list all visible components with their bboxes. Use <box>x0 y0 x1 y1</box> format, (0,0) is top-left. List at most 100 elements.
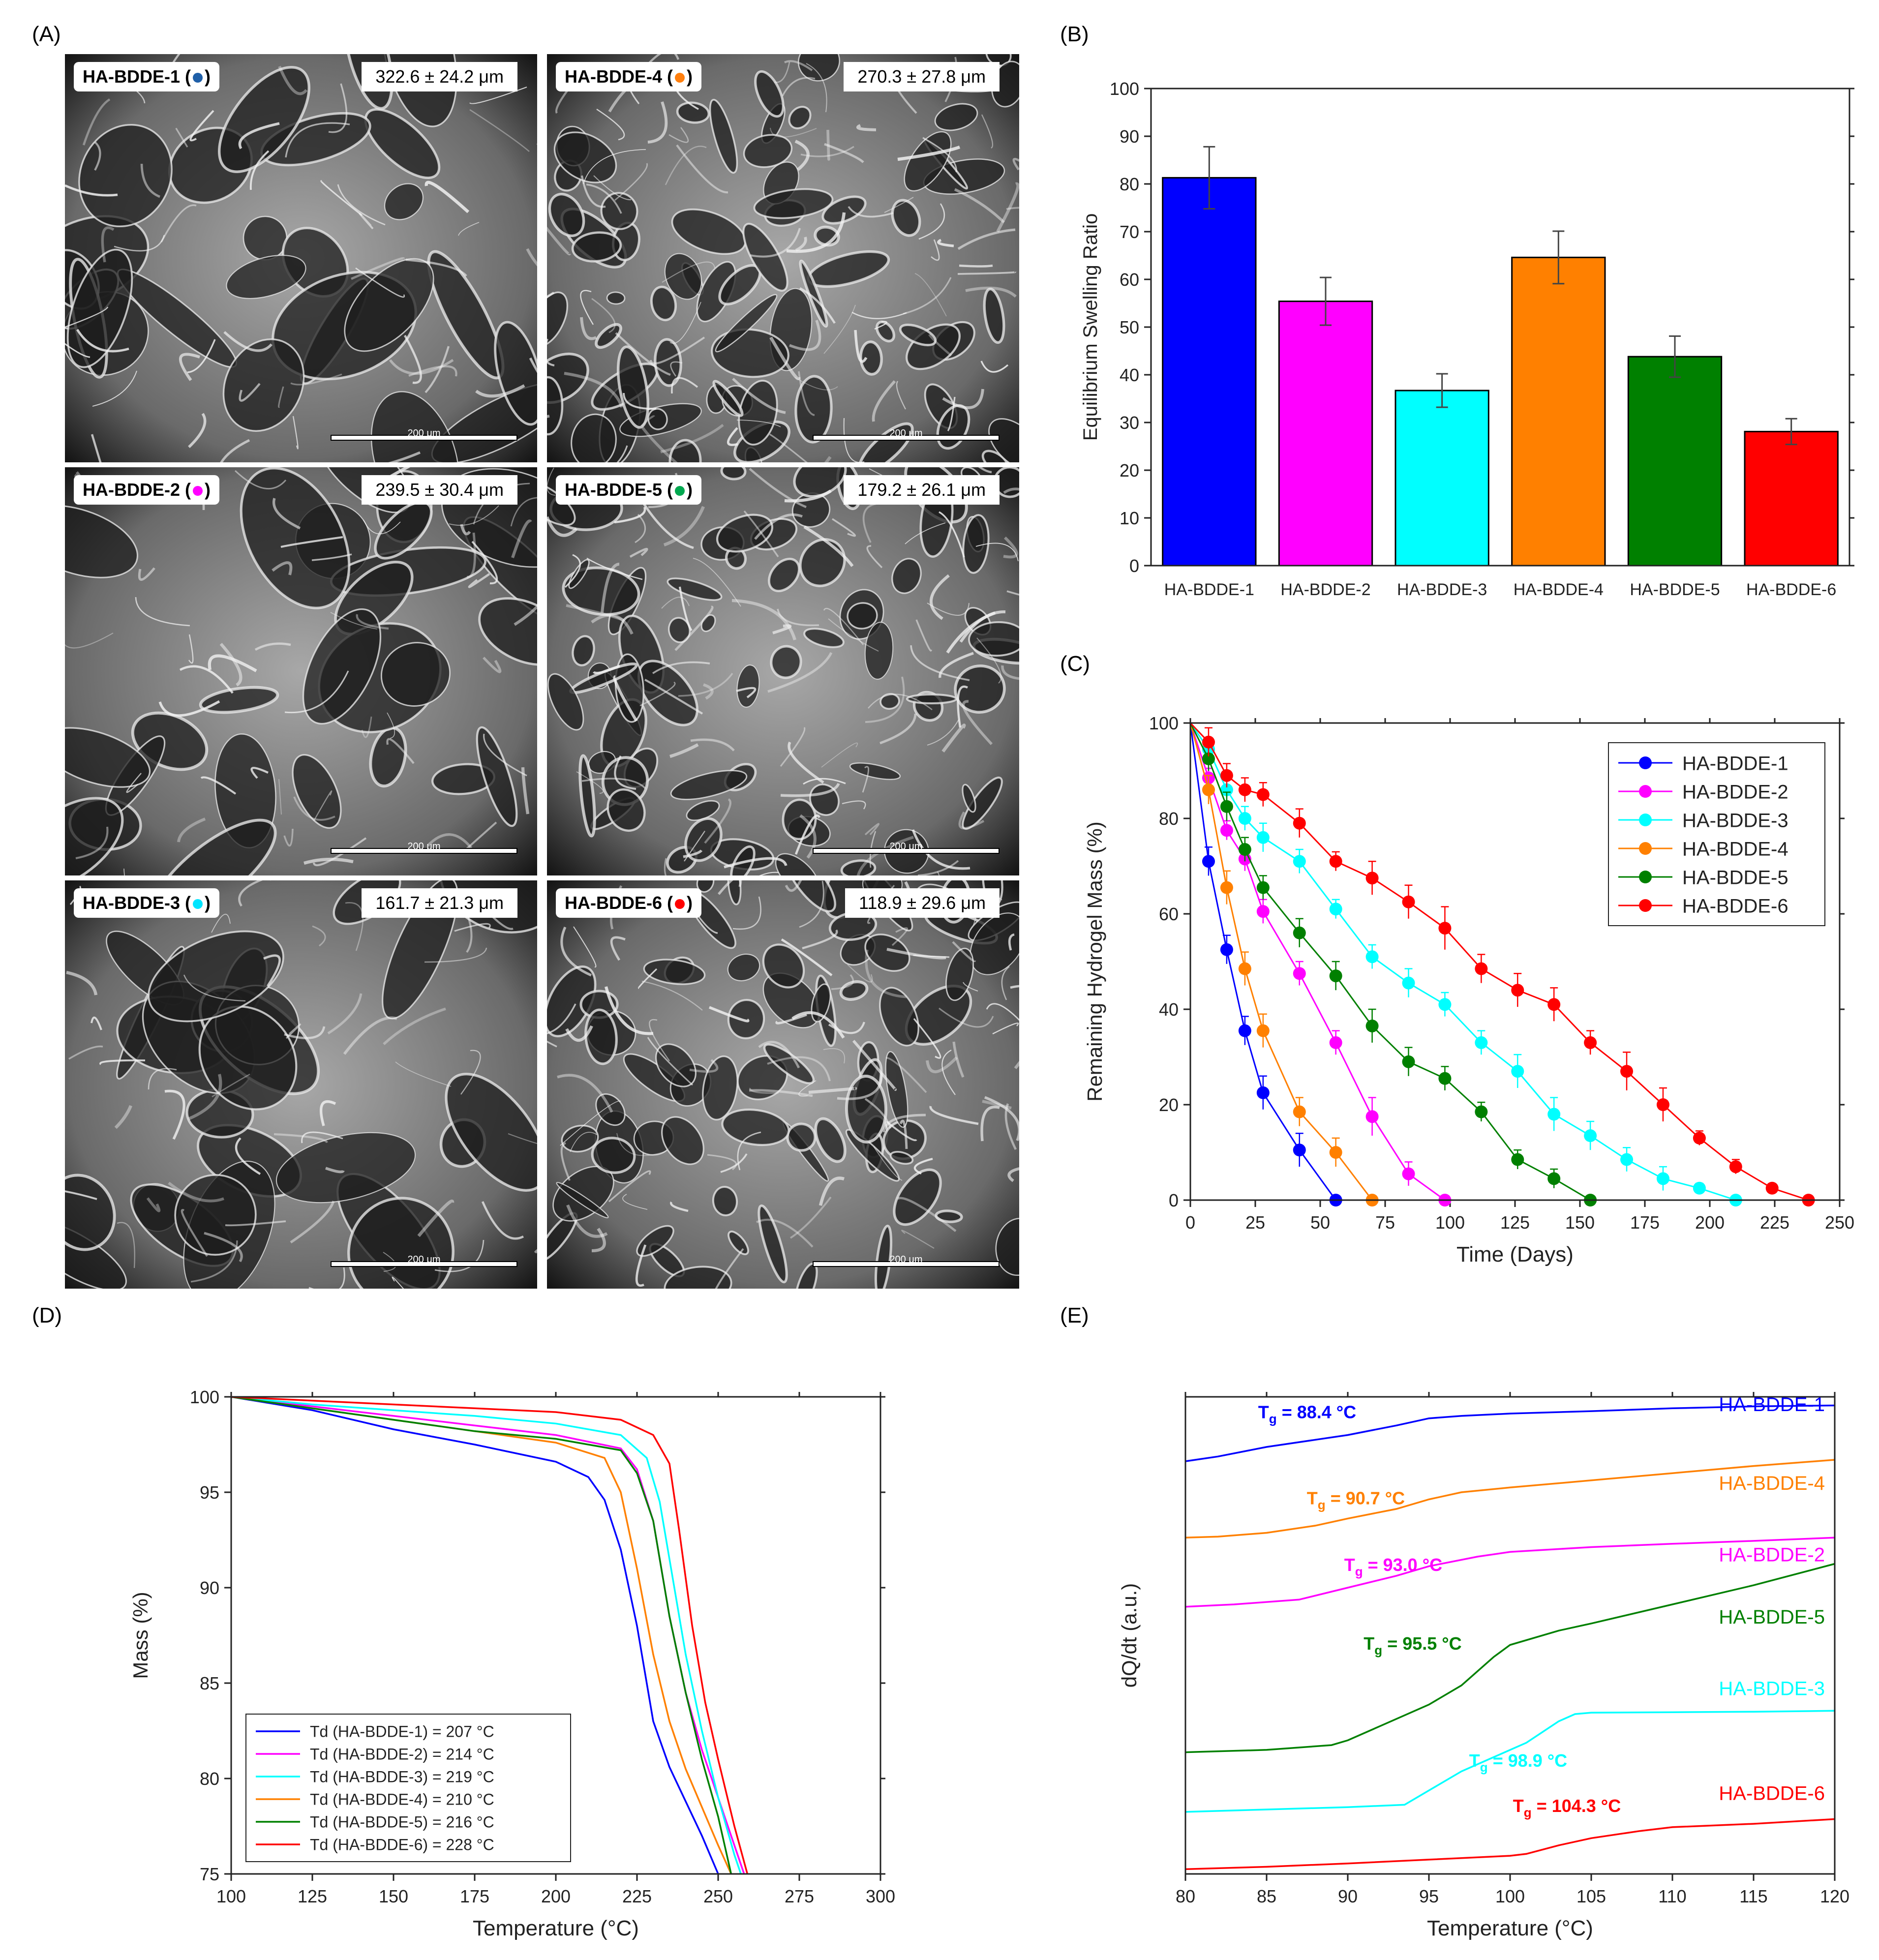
sample-label: HA-BDDE-5 () <box>556 475 701 505</box>
bar-ha-bdde-4 <box>1511 256 1606 567</box>
x-tick-label: 110 <box>1658 1886 1686 1906</box>
x-category-label: HA-BDDE-6 <box>1746 580 1836 599</box>
data-point <box>1238 783 1251 796</box>
y-tick-label: 70 <box>1120 222 1139 242</box>
data-point <box>1220 800 1233 813</box>
sample-color-dot-icon <box>193 73 203 83</box>
x-tick-label: 0 <box>1185 1212 1195 1233</box>
x-category-label: HA-BDDE-2 <box>1280 580 1370 599</box>
x-axis-label: Temperature (°C) <box>473 1916 639 1940</box>
data-point <box>1365 1019 1379 1032</box>
x-tick-label: 200 <box>1695 1212 1725 1233</box>
scale-bar-text: 200 μm <box>407 841 441 852</box>
sample-label-close: ) <box>205 66 211 87</box>
legend-marker <box>1639 785 1652 798</box>
pore-size-value: 239.5 ± 30.4 μm <box>362 475 517 505</box>
sample-label-close: ) <box>205 480 211 500</box>
sem-tile: HA-BDDE-2 () 239.5 ± 30.4 μm 200 μm <box>65 467 537 875</box>
y-axis-label: Mass (%) <box>129 1592 152 1679</box>
sample-label-text: HA-BDDE-6 ( <box>565 893 673 913</box>
y-tick-label: 100 <box>1110 79 1139 99</box>
data-point <box>1475 1105 1488 1118</box>
y-axis-label: dQ/dt (a.u.) <box>1118 1583 1141 1688</box>
sample-label: HA-BDDE-6 () <box>556 888 701 918</box>
sample-color-dot-icon <box>675 486 685 496</box>
bar-ha-bdde-5 <box>1627 356 1723 567</box>
data-point <box>1293 1144 1306 1157</box>
data-point <box>1238 812 1251 825</box>
sem-texture <box>547 467 1019 875</box>
x-tick-label: 150 <box>1565 1212 1595 1233</box>
y-tick-label: 90 <box>200 1578 219 1598</box>
dsc-curve <box>1185 1563 1835 1753</box>
x-tick-label: 80 <box>1176 1886 1195 1906</box>
x-tick-label: 25 <box>1245 1212 1265 1233</box>
data-point <box>1220 769 1233 782</box>
data-point <box>1511 984 1524 997</box>
x-tick-label: 90 <box>1338 1886 1358 1906</box>
legend-label: HA-BDDE-1 <box>1682 753 1788 774</box>
scale-bar-text: 200 μm <box>407 428 441 439</box>
sample-label-close: ) <box>687 893 693 913</box>
x-tick-label: 175 <box>1630 1212 1660 1233</box>
bar-ha-bdde-2 <box>1278 301 1373 567</box>
y-tick-label: 50 <box>1120 317 1139 337</box>
data-point <box>1729 1160 1742 1174</box>
tg-annotation: Tg = 88.4 °C <box>1258 1402 1356 1426</box>
tg-annotation: Tg = 90.7 °C <box>1307 1488 1405 1512</box>
y-tick-label: 40 <box>1159 999 1179 1020</box>
curve-label: HA-BDDE-3 <box>1719 1678 1825 1699</box>
data-point <box>1202 735 1215 749</box>
data-point <box>1438 922 1452 935</box>
dsc-heat-flow-chart: 80 85 90 95 100 105 110 115 120 Tg = 88.4 °C HA-BD… <box>1118 1392 1849 1940</box>
x-axis-label: Time (Days) <box>1456 1242 1574 1266</box>
tg-annotation: Tg = 95.5 °C <box>1364 1633 1461 1658</box>
x-tick-label: 225 <box>1760 1212 1789 1233</box>
curve-label: HA-BDDE-6 <box>1719 1783 1825 1805</box>
sem-tile: HA-BDDE-1 () 322.6 ± 24.2 μm 200 μm <box>65 54 537 462</box>
data-point <box>1547 1172 1561 1185</box>
data-point <box>1511 1153 1524 1166</box>
y-tick-label: 40 <box>1120 365 1139 385</box>
data-point <box>1438 998 1452 1011</box>
plot-frame <box>1184 1396 1836 1875</box>
legend-marker <box>1639 871 1652 883</box>
x-tick-label: 300 <box>866 1886 895 1906</box>
x-tick-label: 275 <box>785 1886 814 1906</box>
y-tick-label: 10 <box>1120 508 1139 528</box>
legend-label: Td (HA-BDDE-6) = 228 °C <box>310 1836 494 1854</box>
legend-marker <box>1639 899 1652 912</box>
data-point <box>1238 843 1251 856</box>
sample-label-text: HA-BDDE-1 ( <box>83 66 191 87</box>
scale-bar: 200 μm <box>813 428 1000 444</box>
y-tick-label: 80 <box>1159 809 1179 829</box>
scale-bar-text: 200 μm <box>407 1254 441 1265</box>
legend-label: Td (HA-BDDE-2) = 214 °C <box>310 1746 494 1763</box>
x-tick-label: 200 <box>541 1886 571 1906</box>
legend-label: HA-BDDE-3 <box>1682 810 1788 831</box>
data-point <box>1293 967 1306 980</box>
x-tick-label: 100 <box>1495 1886 1525 1906</box>
data-point <box>1402 1055 1415 1068</box>
data-point <box>1329 1036 1342 1049</box>
x-tick-label: 100 <box>216 1886 246 1906</box>
scale-bar: 200 μm <box>331 1254 517 1270</box>
data-point <box>1256 881 1270 894</box>
data-point <box>1220 783 1233 796</box>
y-tick-label: 80 <box>200 1769 219 1789</box>
sem-tile: HA-BDDE-5 () 179.2 ± 26.1 μm 200 μm <box>547 467 1019 875</box>
y-tick-label: 0 <box>1129 556 1139 576</box>
plot-frame <box>1189 722 1841 1201</box>
x-tick-label: 50 <box>1310 1212 1330 1233</box>
x-tick-label: 125 <box>1500 1212 1530 1233</box>
dsc-curve <box>1185 1459 1835 1538</box>
sample-color-dot-icon <box>675 899 685 909</box>
pore-size-value: 118.9 ± 29.6 μm <box>845 888 1000 918</box>
x-tick-label: 115 <box>1739 1886 1767 1906</box>
data-point <box>1202 783 1215 796</box>
data-point <box>1202 752 1215 765</box>
curve-label: HA-BDDE-4 <box>1719 1473 1825 1494</box>
sem-texture <box>547 54 1019 462</box>
scale-bar-line <box>813 435 1000 441</box>
x-tick-label: 75 <box>1375 1212 1395 1233</box>
